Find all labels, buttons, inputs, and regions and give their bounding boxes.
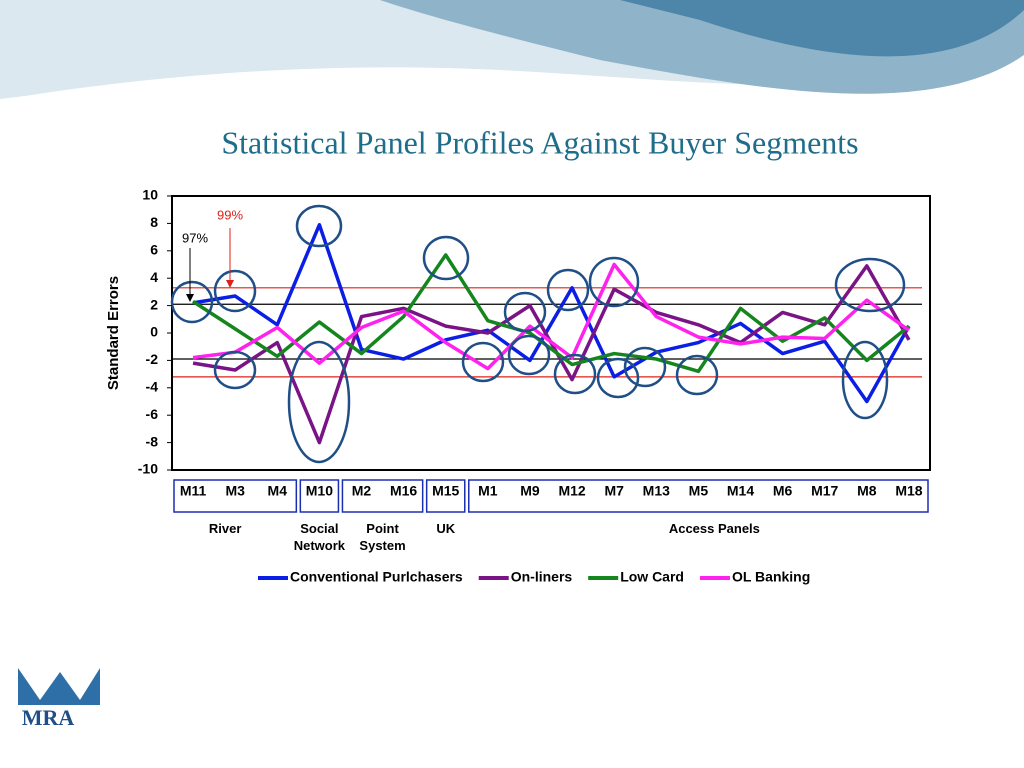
group-box [173, 479, 298, 513]
arrowhead [226, 280, 234, 288]
annotation: 97% [182, 230, 208, 245]
group-box [341, 479, 424, 513]
group-box [425, 479, 466, 513]
x-tick-label: M8 [857, 483, 877, 499]
x-tick-label: M13 [643, 483, 670, 499]
legend-label: Low Card [620, 569, 684, 585]
highlight [841, 340, 889, 420]
highlight [213, 350, 257, 390]
y-axis-label: Standard Errors [105, 276, 122, 390]
x-tick-label: M16 [390, 483, 417, 499]
legend-label: OL Banking [732, 569, 810, 585]
highlight [546, 268, 590, 312]
y-tick-label: 6 [150, 242, 158, 258]
x-tick-label: M2 [352, 483, 372, 499]
highlight [213, 269, 257, 313]
y-tick-label: -2 [146, 351, 159, 367]
wave-dark [620, 0, 1024, 57]
highlight [503, 291, 547, 333]
legend-label: Conventional Purlchasers [290, 569, 463, 585]
x-tick-label: M12 [558, 483, 585, 499]
highlight [588, 256, 640, 308]
x-tick-label: M17 [811, 483, 838, 499]
group-label: Point System [359, 521, 406, 553]
highlight [553, 353, 597, 395]
highlight [287, 340, 351, 464]
logo-text: MRA [22, 705, 75, 730]
x-tick-label: M4 [268, 483, 288, 499]
highlight-circles [170, 204, 906, 464]
x-tick-label: M10 [306, 483, 333, 499]
group-label: UK [436, 521, 456, 536]
x-tick-label: M3 [225, 483, 245, 499]
x-tick-label: M7 [604, 483, 624, 499]
x-tick-label: M15 [432, 483, 459, 499]
highlight [422, 235, 470, 281]
highlight [507, 334, 551, 376]
annotation: 99% [217, 207, 243, 222]
highlight [675, 354, 719, 396]
series-line [192, 262, 910, 371]
arrowhead [186, 294, 194, 302]
group-box [299, 479, 340, 513]
y-tick-label: 8 [150, 214, 158, 230]
series-line [192, 223, 911, 404]
y-tick-label: 10 [142, 187, 158, 203]
highlight [461, 341, 505, 383]
logo-mark [18, 668, 100, 705]
highlight [623, 346, 667, 388]
chart-title: Statistical Panel Profiles Against Buyer… [221, 124, 858, 160]
y-tick-label: 4 [150, 269, 158, 285]
group-label: Access Panels [668, 521, 760, 536]
group-box [468, 479, 929, 513]
plot [172, 223, 922, 445]
highlight [295, 204, 343, 248]
highlight [596, 357, 640, 399]
y-tick-label: 2 [150, 296, 158, 312]
wave-line [0, 73, 601, 101]
legend-label: On-liners [511, 569, 573, 585]
y-tick-label: -8 [146, 433, 159, 449]
y-tick-label: -6 [146, 406, 159, 422]
highlight [170, 280, 214, 324]
x-tick-label: M9 [520, 483, 540, 499]
group-label: River [208, 521, 242, 536]
group-label: Social Network [293, 521, 346, 553]
x-tick-label: M11 [180, 483, 207, 499]
x-tick-label: M1 [478, 483, 498, 499]
x-tick-label: M18 [895, 483, 922, 499]
y-tick-label: 0 [150, 324, 158, 340]
x-tick-label: M6 [773, 483, 793, 499]
x-tick-label: M5 [689, 483, 709, 499]
highlight [834, 257, 906, 313]
y-tick-label: -4 [146, 379, 159, 395]
x-tick-label: M14 [727, 483, 754, 499]
y-tick-label: -10 [138, 461, 158, 477]
